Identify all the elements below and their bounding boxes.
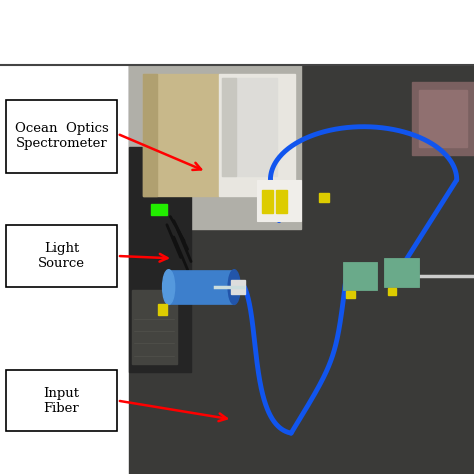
Bar (143, 73, 219, 196)
Bar (129, 65, 474, 474)
Bar (151, 204, 167, 215)
Bar (129, 65, 301, 229)
Bar (319, 193, 329, 202)
Bar (388, 288, 396, 295)
Bar (143, 73, 156, 196)
Bar (419, 90, 467, 147)
Bar (129, 147, 191, 372)
Bar (343, 262, 377, 290)
Bar (222, 78, 277, 176)
Bar (6, 100, 117, 173)
Bar (262, 190, 273, 212)
Bar (275, 190, 287, 212)
Text: Input
Fiber: Input Fiber (44, 386, 79, 415)
Bar (222, 78, 236, 176)
Ellipse shape (228, 270, 240, 304)
Bar (132, 290, 177, 364)
Bar (6, 370, 117, 431)
Bar (6, 225, 117, 287)
Bar (346, 291, 355, 298)
Bar (384, 258, 419, 287)
Bar (158, 304, 167, 315)
Bar (219, 73, 294, 196)
Text: Ocean  Optics
Spectrometer: Ocean Optics Spectrometer (15, 122, 108, 150)
Bar (169, 270, 234, 304)
Bar (256, 180, 301, 221)
Bar (231, 280, 245, 294)
Bar (412, 82, 474, 155)
Text: Light
Source: Light Source (38, 242, 85, 270)
Ellipse shape (163, 270, 174, 304)
